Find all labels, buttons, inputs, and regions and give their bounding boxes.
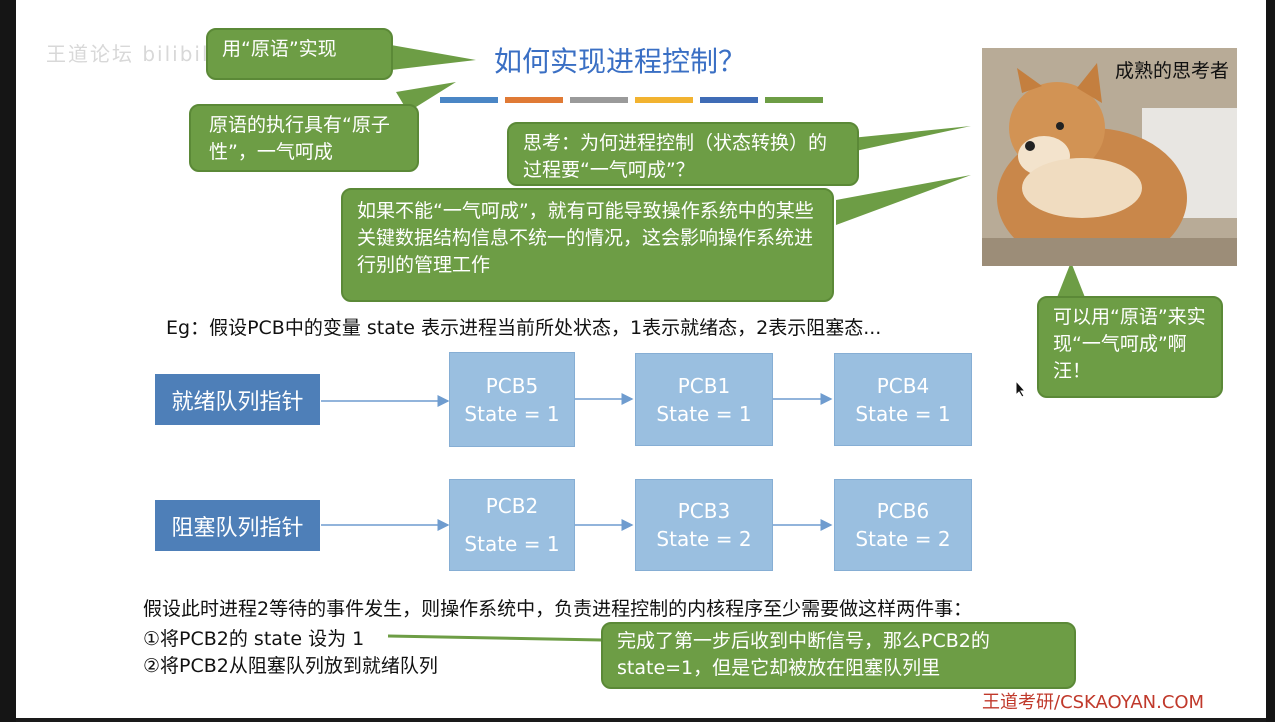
think-bubble-text: 思考：为何进程控制（状态转换）的过程要“一气呵成”？ (523, 132, 828, 181)
color-bar-segment (440, 97, 498, 103)
example-line: Eg：假设PCB中的变量 state 表示进程当前所处状态，1表示就绪态，2表示… (166, 317, 882, 339)
pcb-node: PCB3 State = 2 (635, 479, 773, 571)
atomic-bubble-text: 原语的执行具有“原子性”，一气呵成 (209, 114, 390, 163)
scenario-step-1: ①将PCB2的 state 设为 1 (143, 628, 365, 650)
pcb-node: PCB5 State = 1 (449, 352, 575, 447)
pcb-name: PCB4 (876, 373, 930, 398)
atomic-bubble: 原语的执行具有“原子性”，一气呵成 (189, 104, 419, 172)
pcb-node: PCB4 State = 1 (834, 353, 972, 446)
blocked-queue-pointer: 阻塞队列指针 (155, 500, 320, 551)
answer-bubble-text: 可以用“原语”来实现“一气呵成”啊汪！ (1053, 306, 1206, 382)
color-bar-segment (635, 97, 693, 103)
pcb-state: State = 2 (656, 527, 752, 551)
photo-caption: 成熟的思考者 (1114, 60, 1229, 82)
color-bar-segment (570, 97, 628, 103)
pcb-state: State = 1 (656, 401, 752, 426)
color-bar-segment (505, 97, 563, 103)
pointer-think (851, 126, 971, 152)
color-bar (440, 97, 823, 103)
video-frame-left (0, 0, 16, 722)
scenario-step-2: ②将PCB2从阻塞队列放到就绪队列 (143, 655, 438, 677)
interrupt-bubble-text: 完成了第一步后收到中断信号，那么PCB2的state=1，但是它却被放在阻塞队列… (617, 630, 990, 679)
reason-bubble: 如果不能“一气呵成”，就有可能导致操作系统中的某些关键数据结构信息不统一的情况，… (341, 188, 834, 302)
interrupt-bubble: 完成了第一步后收到中断信号，那么PCB2的state=1，但是它却被放在阻塞队列… (601, 622, 1076, 689)
pcb-state: State = 1 (464, 532, 560, 556)
dog-photo: 成熟的思考者 (982, 48, 1237, 266)
pointer-answer (1056, 262, 1086, 300)
slide-title: 如何实现进程控制？ (494, 45, 747, 78)
primitive-bubble-text: 用“原语”实现 (222, 38, 337, 60)
queue-arrows (321, 393, 833, 531)
mouse-cursor-icon (1015, 380, 1027, 398)
color-bar-segment (765, 97, 823, 103)
color-bar-segment (700, 97, 758, 103)
think-bubble: 思考：为何进程控制（状态转换）的过程要“一气呵成”？ (507, 122, 859, 186)
pcb-name: PCB3 (677, 499, 731, 523)
scenario-intro: 假设此时进程2等待的事件发生，则操作系统中，负责进程控制的内核程序至少需要做这样… (143, 598, 973, 620)
bottom-watermark: 王道考研/CSKAOYAN.COM (982, 692, 1205, 713)
ready-queue-pointer: 就绪队列指针 (155, 374, 320, 425)
pcb-node: PCB6 State = 2 (834, 479, 972, 571)
reason-bubble-text: 如果不能“一气呵成”，就有可能导致操作系统中的某些关键数据结构信息不统一的情况，… (357, 200, 814, 276)
pointer-reason (836, 175, 971, 225)
pcb-name: PCB1 (677, 373, 731, 398)
pcb-node: PCB2 State = 1 (449, 479, 575, 571)
dog-illustration (982, 48, 1237, 266)
answer-bubble: 可以用“原语”来实现“一气呵成”啊汪！ (1037, 296, 1223, 398)
pcb-name: PCB5 (485, 373, 539, 398)
primitive-bubble: 用“原语”实现 (206, 28, 393, 80)
pcb-name: PCB6 (876, 499, 930, 523)
pcb-state: State = 2 (855, 527, 951, 551)
pcb-name: PCB2 (485, 494, 539, 518)
video-frame-right (1266, 0, 1275, 722)
pcb-state: State = 1 (855, 401, 951, 426)
pointer-interrupt (387, 634, 603, 642)
pcb-node: PCB1 State = 1 (635, 353, 773, 446)
pcb-state: State = 1 (464, 401, 560, 426)
pointer-primitive (391, 45, 476, 70)
top-watermark: 王道论坛 bilibili (46, 42, 218, 66)
slide: 王道论坛 bilibili 如何实现进程控制？ 用“原语”实现 原语的执行具有“… (16, 0, 1266, 718)
